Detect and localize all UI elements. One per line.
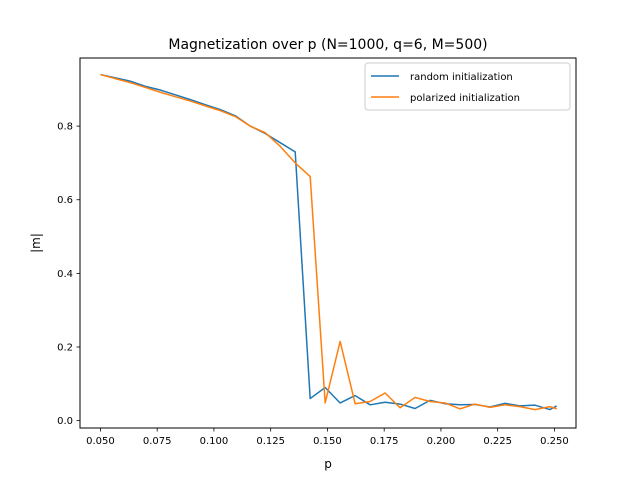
x-axis-label: p	[324, 457, 332, 471]
y-tick-label: 0.0	[57, 416, 73, 427]
series-layer	[100, 73, 558, 411]
y-tick-label: 0.8	[57, 122, 73, 133]
y-tick-label: 0.4	[57, 269, 73, 280]
y-tick-label: 0.6	[57, 195, 73, 206]
chart-title: Magnetization over p (N=1000, q=6, M=500…	[168, 37, 487, 53]
x-tick-label: 0.225	[483, 436, 512, 447]
legend-label-random: random initialization	[410, 72, 513, 83]
series-line-polarized	[100, 73, 557, 411]
y-axis-label: |m|	[29, 233, 43, 253]
x-tick-label: 0.075	[143, 436, 172, 447]
plot-area	[79, 57, 577, 429]
x-tick-label: 0.200	[427, 436, 456, 447]
legend: random initialization polarized initiali…	[364, 62, 571, 111]
x-tick-label: 0.050	[86, 436, 115, 447]
x-tick-label: 0.100	[200, 436, 229, 447]
legend-label-polarized: polarized initialization	[410, 93, 520, 104]
x-tick-label: 0.150	[313, 436, 342, 447]
x-axis-ticks: 0.050 0.075 0.100 0.125 0.150 0.175 0.200 0.225…	[86, 428, 569, 447]
y-tick-label: 0.2	[57, 343, 73, 354]
legend-box	[364, 62, 571, 111]
axes-frame	[79, 57, 577, 429]
x-tick-label: 0.175	[370, 436, 399, 447]
x-tick-label: 0.250	[540, 436, 569, 447]
x-tick-label: 0.125	[256, 436, 285, 447]
y-axis-ticks: 0.0 0.2 0.4 0.6 0.8	[57, 122, 80, 427]
